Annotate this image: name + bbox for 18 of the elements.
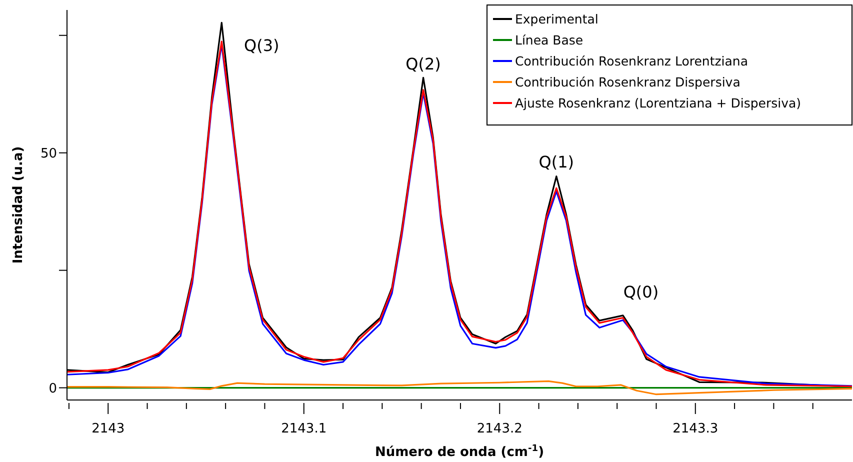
y-tick-label: 50 <box>40 146 57 162</box>
annotation: Q(0) <box>623 282 659 302</box>
legend-label: Línea Base <box>515 32 584 48</box>
x-axis-title: Número de onda (cm$^{-1}$) <box>374 444 544 460</box>
line-series <box>67 380 852 396</box>
annotation: Q(1) <box>538 152 574 172</box>
legend-label: Experimental <box>515 11 598 26</box>
legend-label: Ajuste Rosenkranz (Lorentziana + Dispersiva) <box>515 95 802 110</box>
x-tick-label: 2143.1 <box>281 422 327 437</box>
legend-label: Contribución Rosenkranz Lorentziana <box>515 53 748 68</box>
annotation: Q(2) <box>406 54 441 74</box>
x-tick-label: 2143.2 <box>476 422 522 437</box>
x-tick-label: 2143 <box>92 422 125 437</box>
x-tick-label: 2143.3 <box>672 422 718 437</box>
y-axis-title: Intensidad (u.a) <box>11 146 26 264</box>
y-tick-label: 0 <box>48 381 57 396</box>
legend-label: Contribución Rosenkranz Dispersiva <box>515 74 740 90</box>
annotation: Q(3) <box>244 36 280 56</box>
